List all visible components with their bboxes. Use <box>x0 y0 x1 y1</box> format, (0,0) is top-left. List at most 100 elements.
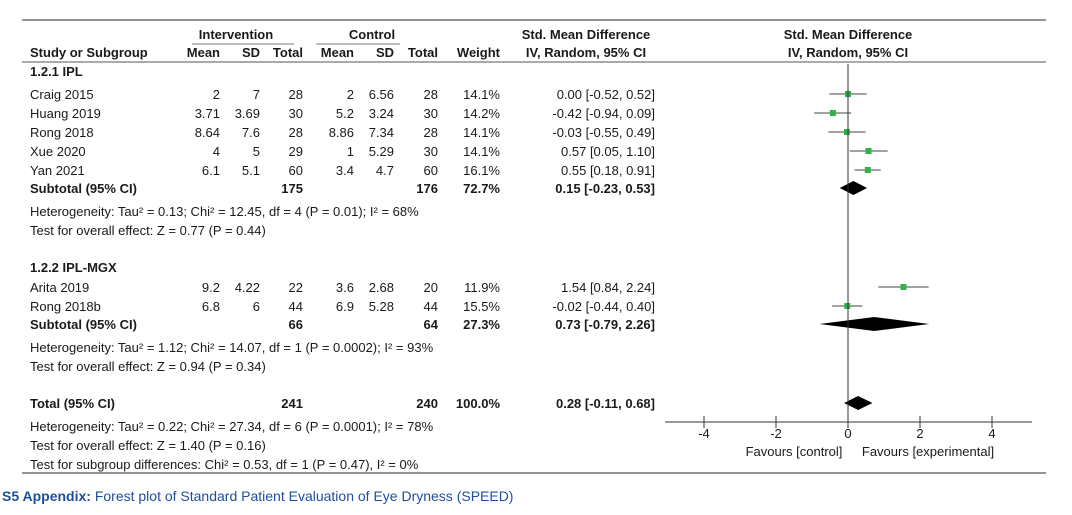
cell-smd-ci: -0.02 [-0.44, 0.40] <box>552 299 655 314</box>
x-tick-label: -2 <box>770 426 782 441</box>
cell-total2: 240 <box>416 396 438 411</box>
caption-label: S5 Appendix: <box>2 488 91 504</box>
subgroup-difference-text: Test for subgroup differences: Chi² = 0.… <box>30 457 419 472</box>
header-total1: Total <box>273 45 303 60</box>
header-control: Control <box>349 27 395 42</box>
study-name: Arita 2019 <box>30 280 89 295</box>
study-name: Rong 2018 <box>30 125 94 140</box>
point-estimate <box>864 167 871 173</box>
subgroup-title: 1.2.2 IPL-MGX <box>30 260 117 275</box>
subtotal-label: Subtotal (95% CI) <box>30 317 137 332</box>
cell-weight: 72.7% <box>463 181 500 196</box>
subtotal-label: Subtotal (95% CI) <box>30 181 137 196</box>
cell-sd1: 4.22 <box>235 280 260 295</box>
total-overall-effect-text: Test for overall effect: Z = 1.40 (P = 0… <box>30 438 266 453</box>
cell-weight: 100.0% <box>456 396 501 411</box>
subtotal-diamond <box>839 181 868 195</box>
cell-total1: 241 <box>281 396 303 411</box>
cell-mean1: 6.8 <box>202 299 220 314</box>
cell-mean1: 3.71 <box>195 106 220 121</box>
cell-smd-ci: 0.15 [-0.23, 0.53] <box>555 181 655 196</box>
cell-sd1: 5 <box>253 144 260 159</box>
cell-total2: 64 <box>424 317 439 332</box>
header-weight: Weight <box>457 45 501 60</box>
cell-mean2: 2 <box>347 87 354 102</box>
cell-total1: 30 <box>289 106 303 121</box>
cell-sd1: 6 <box>253 299 260 314</box>
cell-mean2: 5.2 <box>336 106 354 121</box>
cell-sd1: 7 <box>253 87 260 102</box>
cell-mean2: 8.86 <box>329 125 354 140</box>
cell-total2: 60 <box>424 163 438 178</box>
cell-sd2: 6.56 <box>369 87 394 102</box>
cell-sd2: 2.68 <box>369 280 394 295</box>
cell-sd2: 3.24 <box>369 106 394 121</box>
cell-smd-ci: 0.28 [-0.11, 0.68] <box>556 396 655 411</box>
cell-weight: 14.1% <box>463 87 500 102</box>
cell-weight: 14.2% <box>463 106 500 121</box>
caption-text: Forest plot of Standard Patient Evaluati… <box>90 488 514 504</box>
x-tick-label: 0 <box>844 426 851 441</box>
x-tick-label: 4 <box>988 426 995 441</box>
total-diamond <box>844 396 873 410</box>
cell-weight: 14.1% <box>463 144 500 159</box>
cell-smd-ci: -0.03 [-0.55, 0.49] <box>552 125 655 140</box>
header-smd: Std. Mean Difference <box>522 27 651 42</box>
header-total2: Total <box>408 45 438 60</box>
subgroup-title: 1.2.1 IPL <box>30 64 83 79</box>
cell-total2: 28 <box>424 87 438 102</box>
cell-total1: 28 <box>289 125 303 140</box>
cell-weight: 27.3% <box>463 317 500 332</box>
x-tick-label: 2 <box>916 426 923 441</box>
header-study: Study or Subgroup <box>30 45 148 60</box>
cell-mean1: 6.1 <box>202 163 220 178</box>
figure-caption: S5 Appendix: Forest plot of Standard Pat… <box>2 488 513 504</box>
favours-right-label: Favours [experimental] <box>862 444 994 459</box>
study-name: Huang 2019 <box>30 106 101 121</box>
cell-total1: 28 <box>289 87 303 102</box>
cell-smd-ci: 0.00 [-0.52, 0.52] <box>557 87 655 102</box>
header-plot-smd: Std. Mean Difference <box>784 27 913 42</box>
cell-total2: 20 <box>424 280 438 295</box>
study-name: Xue 2020 <box>30 144 86 159</box>
cell-total2: 30 <box>424 144 438 159</box>
favours-left-label: Favours [control] <box>746 444 843 459</box>
cell-mean2: 6.9 <box>336 299 354 314</box>
cell-total2: 44 <box>424 299 438 314</box>
x-tick-label: -4 <box>698 426 710 441</box>
cell-total1: 29 <box>289 144 303 159</box>
cell-total1: 66 <box>289 317 303 332</box>
header-intervention: Intervention <box>199 27 273 42</box>
cell-mean1: 9.2 <box>202 280 220 295</box>
cell-smd-ci: 0.57 [0.05, 1.10] <box>561 144 655 159</box>
cell-smd-ci: 0.73 [-0.79, 2.26] <box>555 317 655 332</box>
cell-total1: 175 <box>281 181 303 196</box>
total-heterogeneity-text: Heterogeneity: Tau² = 0.22; Chi² = 27.34… <box>30 419 434 434</box>
study-name: Yan 2021 <box>30 163 85 178</box>
study-name: Rong 2018b <box>30 299 101 314</box>
cell-sd2: 5.29 <box>369 144 394 159</box>
cell-weight: 11.9% <box>464 280 500 295</box>
cell-sd2: 4.7 <box>376 163 394 178</box>
plot-area: -4 -2 0 2 4 Favours [control] Favours [experim… <box>665 64 1032 459</box>
header-sd1: SD <box>242 45 260 60</box>
cell-sd1: 7.6 <box>242 125 260 140</box>
header-plot-method: IV, Random, 95% CI <box>788 45 908 60</box>
cell-total2: 30 <box>424 106 438 121</box>
header-mean1: Mean <box>187 45 220 60</box>
table-text: Intervention Control Std. Mean Difference S… <box>30 27 912 472</box>
cell-mean2: 3.6 <box>336 280 354 295</box>
cell-weight: 15.5% <box>463 299 500 314</box>
overall-effect-text: Test for overall effect: Z = 0.77 (P = 0… <box>30 223 266 238</box>
cell-sd2: 5.28 <box>369 299 394 314</box>
cell-mean2: 3.4 <box>336 163 354 178</box>
cell-sd1: 3.69 <box>235 106 260 121</box>
point-estimate <box>829 110 836 116</box>
cell-mean2: 1 <box>347 144 354 159</box>
cell-weight: 14.1% <box>463 125 500 140</box>
cell-total2: 176 <box>416 181 438 196</box>
cell-smd-ci: 0.55 [0.18, 0.91] <box>561 163 655 178</box>
cell-weight: 16.1% <box>463 163 500 178</box>
cell-total1: 44 <box>289 299 303 314</box>
